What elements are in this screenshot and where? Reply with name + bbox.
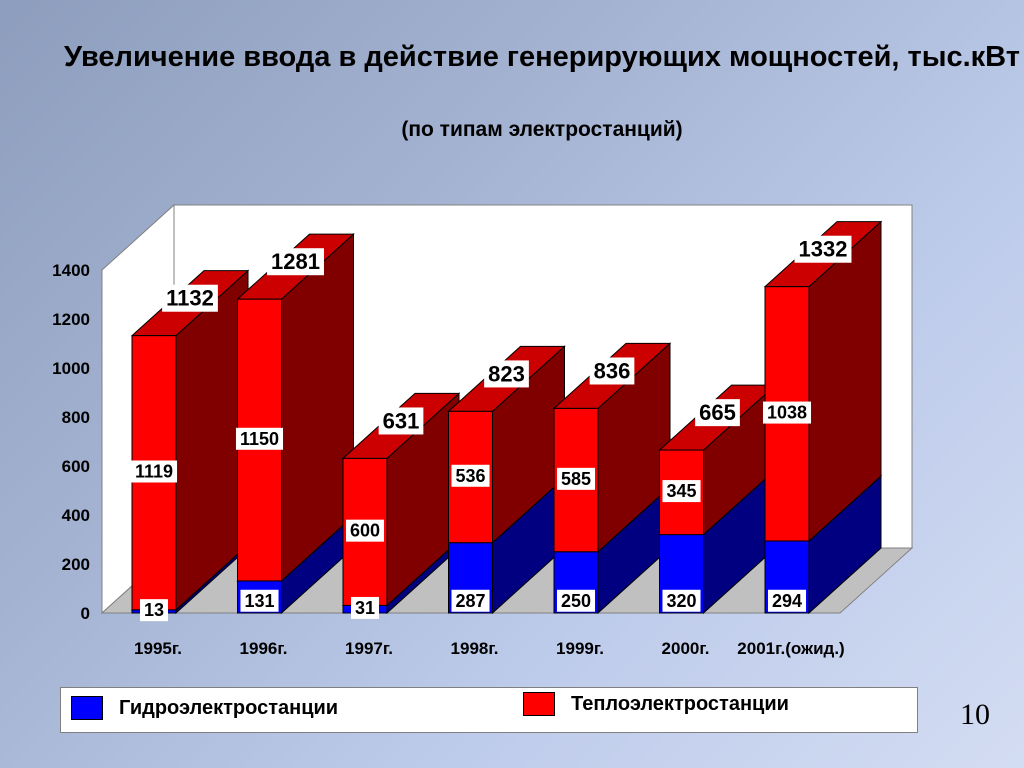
label-hydro-box <box>240 589 279 612</box>
x-tick-label: 2001г.(ожид.) <box>737 639 844 658</box>
label-thermal: 345 <box>666 481 696 501</box>
label-total: 1281 <box>271 249 320 274</box>
label-total-box <box>162 284 218 312</box>
label-thermal: 1038 <box>767 403 807 423</box>
legend-item-thermal: Теплоэлектростанции <box>523 692 789 716</box>
y-tick-label: 0 <box>81 604 90 623</box>
label-hydro-box <box>767 589 807 612</box>
y-tick-label: 800 <box>62 408 90 427</box>
y-tick-label: 1000 <box>52 359 90 378</box>
label-thermal: 585 <box>561 469 591 489</box>
label-hydro-box <box>662 589 701 612</box>
label-total: 1132 <box>166 286 214 311</box>
label-hydro-box <box>350 596 380 619</box>
label-hydro-box <box>139 599 169 622</box>
label-thermal-box <box>762 401 812 424</box>
legend-swatch-hydro <box>71 696 103 720</box>
label-hydro-box <box>451 589 490 612</box>
label-thermal: 600 <box>350 521 380 541</box>
label-total: 836 <box>594 358 631 383</box>
label-thermal: 536 <box>455 466 485 486</box>
x-tick-label: 1999г. <box>556 639 604 658</box>
label-thermal: 1150 <box>240 429 279 449</box>
label-thermal-box <box>130 460 178 483</box>
label-thermal-box <box>556 467 596 490</box>
x-tick-label: 1995г. <box>134 639 182 658</box>
label-hydro: 287 <box>455 591 485 611</box>
label-total: 823 <box>488 361 525 386</box>
label-thermal-box <box>662 480 701 503</box>
label-thermal-box <box>451 464 490 487</box>
label-total-box <box>794 235 852 263</box>
y-tick-label: 600 <box>62 457 90 476</box>
legend-label-hydro: Гидроэлектростанции <box>119 696 339 719</box>
legend: Гидроэлектростанции Теплоэлектростанции <box>60 687 918 733</box>
label-total-box <box>378 407 424 435</box>
x-tick-label: 2000г. <box>662 639 710 658</box>
label-total: 631 <box>383 408 420 433</box>
label-total: 665 <box>699 400 736 425</box>
label-total-box <box>695 399 740 427</box>
y-tick-label: 200 <box>62 555 90 574</box>
x-tick-label: 1997г. <box>345 639 393 658</box>
legend-label-thermal: Теплоэлектростанции <box>571 692 789 715</box>
y-tick-label: 1200 <box>52 310 90 329</box>
label-thermal: 1119 <box>135 461 173 481</box>
label-hydro: 131 <box>244 591 274 611</box>
label-hydro-box <box>556 589 596 612</box>
legend-swatch-thermal <box>523 692 555 716</box>
legend-item-hydro: Гидроэлектростанции <box>71 696 338 720</box>
label-total-box <box>267 248 324 276</box>
label-thermal-box <box>345 519 385 542</box>
chart-title: Увеличение ввода в действие генерирующих… <box>64 41 1020 73</box>
label-hydro: 250 <box>561 591 591 611</box>
page-number: 10 <box>960 698 990 731</box>
label-hydro: 31 <box>355 598 375 618</box>
chart-subtitle: (по типам электростанций) <box>401 118 683 141</box>
y-tick-label: 1400 <box>52 261 90 280</box>
label-total: 1332 <box>799 237 848 262</box>
y-tick-label: 400 <box>62 506 90 525</box>
x-tick-label: 1996г. <box>240 639 288 658</box>
label-hydro: 320 <box>666 591 696 611</box>
label-thermal-box <box>235 427 284 450</box>
label-hydro: 294 <box>772 591 802 611</box>
label-hydro: 13 <box>144 600 164 620</box>
label-total-box <box>589 357 635 385</box>
x-tick-label: 1998г. <box>451 639 499 658</box>
bar-chart: 0 200 400 600 800 1000 1200 1400 13 1119 1132 1995г… <box>52 203 914 658</box>
label-total-box <box>484 360 529 388</box>
